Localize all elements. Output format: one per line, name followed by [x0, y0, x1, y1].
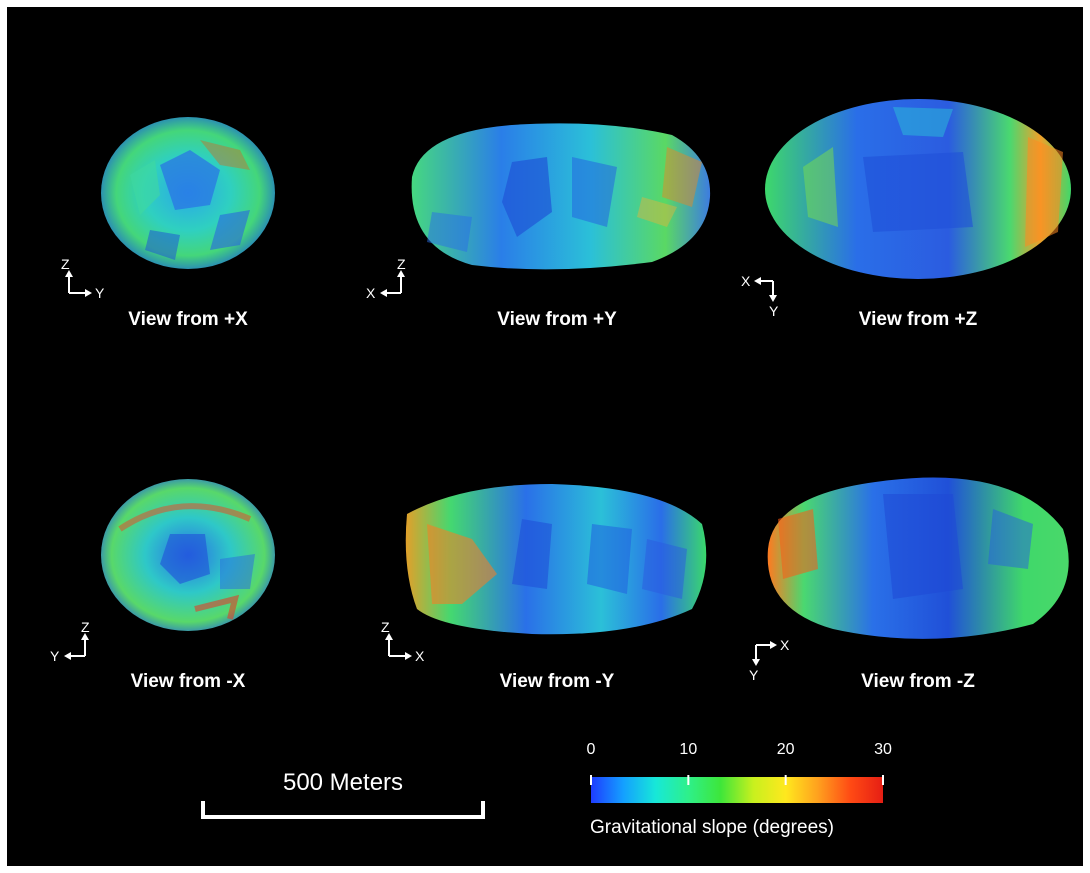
axis-indicator-plus-x: Z Y — [61, 256, 105, 301]
view-label: View from +Z — [858, 309, 978, 330]
asteroid-shape-plus-y — [411, 123, 711, 270]
colorbar-tick-label: 0 — [586, 741, 596, 758]
colorbar — [590, 775, 884, 803]
axis-label-vertical: Y — [749, 667, 759, 683]
view-label: View from -X — [130, 671, 246, 692]
scale-bar-label: 500 Meters — [282, 769, 404, 796]
axis-indicator-minus-x: Z Y — [50, 619, 90, 664]
scale-bar — [201, 801, 485, 819]
view-label: View from +Y — [497, 309, 617, 330]
axis-indicator-plus-z: X Y — [741, 273, 779, 319]
axis-label-horizontal: Y — [95, 285, 105, 301]
view-label: View from +X — [128, 309, 248, 330]
axis-label-horizontal: X — [741, 273, 751, 289]
asteroid-shape-minus-x — [101, 479, 275, 631]
view-label: View from -Z — [861, 671, 975, 692]
asteroid-shape-minus-z — [767, 477, 1069, 639]
asteroid-shape-plus-x — [101, 117, 275, 269]
axis-label-vertical: Z — [61, 256, 70, 272]
colorbar-tick-label: 20 — [776, 741, 795, 758]
axis-label-vertical: Y — [769, 303, 779, 319]
colorbar-tick-label: 30 — [874, 741, 892, 758]
axis-indicator-minus-y: Z X — [381, 619, 425, 664]
view-label: View from -Y — [499, 671, 615, 692]
axis-label-vertical: Z — [81, 619, 90, 635]
axis-label-vertical: Z — [397, 256, 406, 272]
axis-indicator-plus-y: Z X — [366, 256, 406, 301]
axis-indicator-minus-z: X Y — [749, 637, 790, 683]
asteroid-shape-plus-z — [765, 99, 1071, 279]
asteroid-shape-minus-y — [405, 484, 707, 635]
colorbar-title: Gravitational slope (degrees) — [590, 817, 834, 838]
figure-canvas: Z Y View from +X — [7, 7, 1083, 866]
axis-label-horizontal: X — [366, 285, 376, 301]
axis-label-horizontal: X — [780, 637, 790, 653]
colorbar-tick-label: 10 — [679, 741, 698, 758]
axis-label-horizontal: Y — [50, 648, 60, 664]
axis-label-horizontal: X — [415, 648, 425, 664]
axis-label-vertical: Z — [381, 619, 390, 635]
